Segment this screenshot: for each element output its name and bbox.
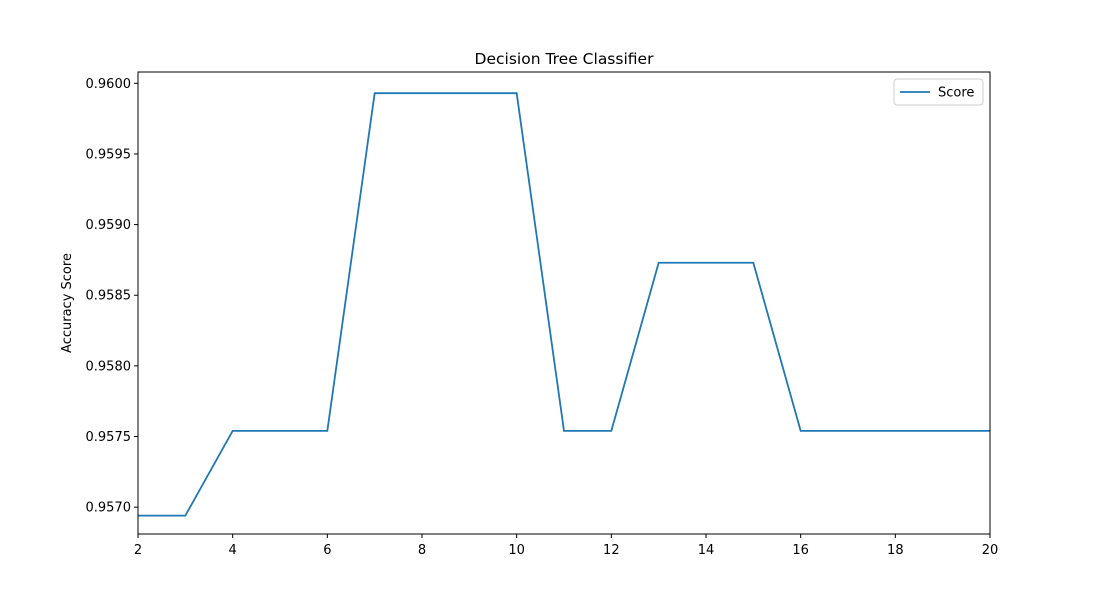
y-tick-label: 0.9600 [86, 77, 132, 92]
y-tick-label: 0.9585 [86, 289, 132, 304]
legend-label: Score [938, 86, 974, 101]
x-tick-label: 14 [698, 543, 715, 558]
x-tick-label: 8 [418, 543, 426, 558]
x-tick-label: 20 [982, 543, 999, 558]
y-tick-label: 0.9595 [86, 147, 132, 162]
x-tick-label: 4 [229, 543, 237, 558]
x-tick-label: 12 [603, 543, 620, 558]
y-tick-label: 0.9575 [86, 430, 132, 445]
legend: Score [893, 78, 984, 106]
axes-frame [137, 71, 991, 535]
legend-frame [893, 78, 984, 106]
x-tick-label: 10 [508, 543, 525, 558]
y-axis-label: Accuracy Score [60, 253, 75, 353]
series-line-score [138, 92, 990, 517]
x-tick-label: 6 [323, 543, 331, 558]
y-tick-label: 0.9590 [86, 218, 132, 233]
x-tick-label: 16 [792, 543, 809, 558]
y-tick-label: 0.9580 [86, 359, 132, 374]
y-tick-label: 0.9570 [86, 501, 132, 516]
axes: 2 4 6 8 10 12 14 16 18 20 0.9570 0.9575 0.9580 0.9585… [86, 71, 999, 558]
chart-title: Decision Tree Classifier [475, 50, 655, 68]
x-tick-label: 18 [887, 543, 904, 558]
x-tick-label: 2 [134, 543, 142, 558]
plot-area [138, 92, 990, 517]
